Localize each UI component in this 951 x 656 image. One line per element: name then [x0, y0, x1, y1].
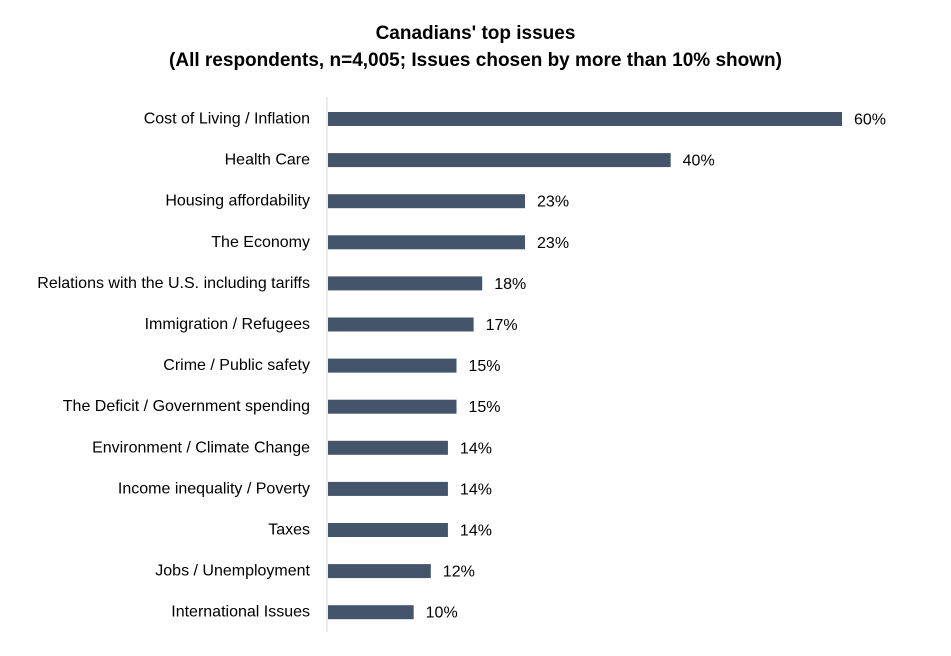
category-label: Immigration / Refugees [145, 316, 310, 333]
category-label: The Deficit / Government spending [63, 398, 310, 415]
bar [328, 523, 448, 537]
chart-subtitle: (All respondents, n=4,005; Issues chosen… [169, 50, 782, 71]
category-label: Housing affordability [165, 193, 310, 210]
data-label: 12% [443, 564, 475, 581]
bar [328, 440, 448, 455]
data-label: 18% [494, 276, 526, 293]
data-label: 40% [683, 153, 715, 170]
chart-title-block: Canadians' top issues (All respondents, … [0, 20, 951, 74]
data-label: 17% [486, 317, 518, 334]
data-label: 15% [469, 358, 501, 375]
bar [328, 358, 457, 373]
bar [328, 194, 526, 209]
category-label: Jobs / Unemployment [155, 563, 310, 580]
data-label: 14% [460, 481, 492, 498]
bar [328, 481, 448, 496]
bar [328, 276, 483, 291]
bar [328, 605, 414, 620]
category-label: Cost of Living / Inflation [144, 111, 310, 128]
category-label: The Economy [211, 234, 310, 251]
data-label: 10% [426, 605, 458, 622]
chart-title: Canadians' top issues [375, 23, 576, 44]
category-label: Health Care [225, 152, 310, 169]
data-label: 14% [460, 440, 492, 457]
bar [328, 564, 431, 579]
data-label: 14% [460, 523, 492, 540]
category-label: Crime / Public safety [163, 357, 310, 374]
category-label: International Issues [171, 604, 310, 621]
bar [328, 317, 474, 332]
data-label: 23% [537, 194, 569, 211]
category-label: Relations with the U.S. including tariff… [37, 275, 310, 292]
bar [328, 235, 526, 250]
category-label: Taxes [268, 522, 310, 539]
bar [328, 112, 842, 126]
data-label: 15% [469, 399, 501, 416]
category-label: Income inequality / Poverty [118, 480, 310, 497]
data-label: 60% [854, 112, 886, 129]
category-label: Environment / Climate Change [92, 439, 310, 456]
bar [328, 399, 457, 414]
bar [328, 153, 671, 168]
data-label: 23% [537, 235, 569, 252]
